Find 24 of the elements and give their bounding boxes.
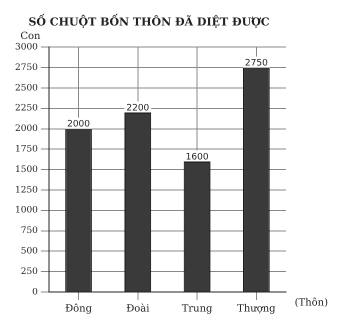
y-tick-label: 750: [20, 226, 38, 236]
y-tick-label: 1500: [15, 164, 38, 175]
y-tick-label: 0: [32, 287, 38, 298]
y-axis-title: Con: [20, 30, 42, 42]
x-tick-label: Trung: [182, 304, 214, 315]
data-label: 2750: [244, 58, 268, 68]
y-tick-label: 250: [20, 266, 38, 277]
y-tick-label: 2000: [15, 124, 38, 134]
y-tick-label: 500: [20, 246, 38, 257]
y-tick-label: 2750: [15, 62, 38, 73]
x-tick-label: Đông: [65, 304, 93, 315]
y-tick-label: 2500: [15, 83, 38, 94]
data-label: 2200: [126, 103, 150, 114]
x-axis-title: (Thôn): [294, 298, 328, 309]
data-label: 1600: [186, 152, 209, 162]
data-label: 2000: [67, 120, 90, 130]
y-tick-label: 1000: [15, 206, 38, 216]
x-tick-label: Thượng: [237, 304, 276, 315]
y-tick-label: 1750: [15, 144, 38, 155]
y-tick-label: 3000: [15, 42, 38, 53]
y-tick-label: 2250: [15, 104, 38, 114]
x-tick-label: Đoài: [126, 304, 150, 315]
chart-title: SỐ CHUỘT BỐN THÔN ĐÃ DIỆT ĐƯỢC: [28, 13, 270, 28]
y-tick-label: 1250: [15, 185, 38, 196]
